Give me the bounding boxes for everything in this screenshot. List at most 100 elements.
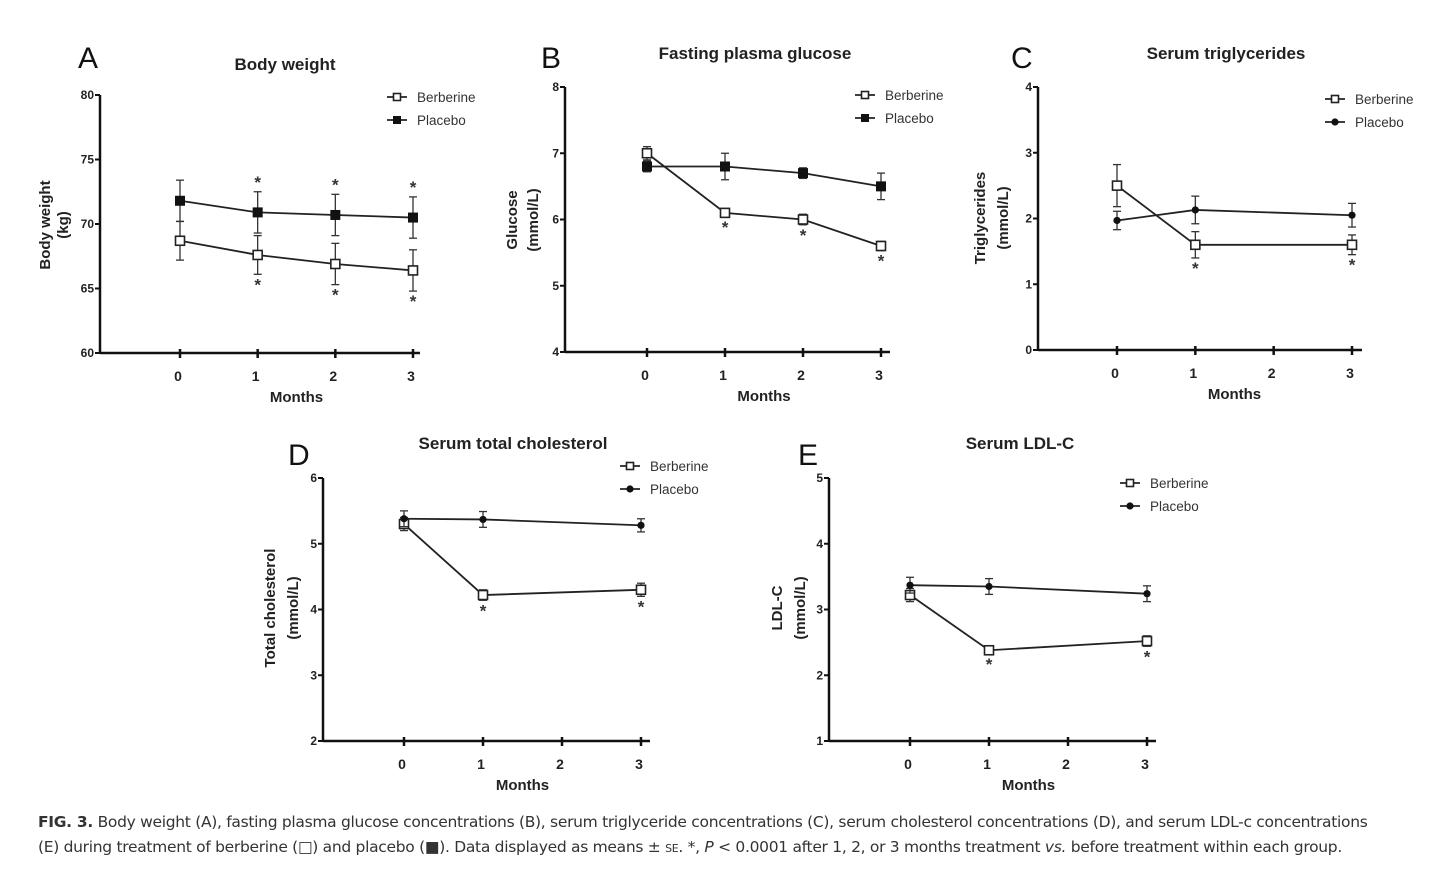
placebo-data-point (1113, 216, 1121, 225)
x-tick-label: 1 (983, 756, 991, 772)
y-axis-label: (mmol/L) (995, 186, 1012, 249)
x-axis-label: Months (1002, 777, 1055, 794)
berberine-data-point (174, 235, 186, 247)
berberine-data-point (1111, 180, 1123, 191)
x-tick-label: 2 (1268, 365, 1276, 381)
significance-star: * (332, 286, 339, 305)
placebo-data-point (720, 161, 730, 172)
y-tick-label: 0 (1025, 343, 1032, 357)
panel-letter: D (288, 439, 310, 472)
berberine-data-point (407, 265, 419, 276)
placebo-data-point (1191, 206, 1199, 214)
y-tick-label: 4 (1025, 80, 1032, 94)
berberine-data-point (635, 584, 647, 596)
legend-marker-placebo (1126, 502, 1134, 510)
x-tick-label: 1 (477, 756, 485, 772)
placebo-data-point (175, 195, 185, 206)
x-tick-label: 0 (398, 756, 406, 772)
y-tick-label: 3 (310, 668, 317, 682)
y-tick-label: 1 (1025, 277, 1032, 291)
berberine-data-point (797, 214, 809, 225)
y-axis-label: (mmol/L) (285, 576, 302, 639)
significance-star: * (254, 173, 261, 192)
y-tick-label: 6 (310, 471, 317, 485)
significance-star: * (986, 655, 993, 674)
x-tick-label: 1 (1189, 365, 1197, 381)
caption-p: P (704, 838, 714, 856)
y-tick-label: 5 (310, 537, 317, 551)
x-tick-label: 0 (904, 756, 912, 772)
y-tick-label: 5 (816, 471, 823, 485)
berberine-data-point (1346, 239, 1358, 251)
y-axis-label: Triglycerides (972, 172, 989, 265)
chart-title: Fasting plasma glucose (659, 44, 852, 63)
placebo-data-point (252, 207, 263, 218)
caption-text: ). Data displayed as means ± (439, 838, 666, 856)
x-tick-label: 3 (407, 368, 415, 384)
chart-title: Body weight (234, 55, 335, 74)
x-axis-label: Months (1208, 386, 1261, 403)
y-axis-label: (mmol/L) (525, 188, 542, 251)
y-tick-label: 2 (1025, 212, 1032, 226)
open-square-symbol: □ (297, 838, 313, 856)
placebo-data-point (330, 209, 341, 220)
significance-star: * (1192, 259, 1199, 278)
berberine-data-point (641, 147, 653, 159)
y-tick-label: 1 (816, 734, 823, 748)
legend-marker-berberine (625, 461, 635, 471)
placebo-data-point (408, 212, 418, 223)
berberine-series-line (403, 523, 642, 596)
legend-label-berberine: Berberine (1355, 92, 1414, 107)
x-tick-label: 3 (1141, 756, 1149, 772)
x-axis-label: Months (270, 389, 323, 406)
y-tick-label: 6 (552, 213, 559, 227)
x-tick-label: 1 (719, 367, 727, 383)
legend-label-placebo: Placebo (1150, 499, 1199, 514)
legend-label-berberine: Berberine (417, 90, 476, 105)
chart-title: Serum triglycerides (1147, 44, 1306, 63)
filled-square-symbol: ■ (424, 838, 440, 856)
berberine-data-point (983, 644, 995, 656)
y-tick-label: 75 (81, 153, 95, 167)
placebo-data-point (642, 161, 652, 172)
placebo-data-point (985, 582, 993, 591)
y-axis-label: (kg) (55, 211, 72, 239)
x-tick-label: 2 (797, 367, 805, 383)
y-tick-label: 2 (310, 734, 317, 748)
x-tick-label: 0 (1111, 365, 1119, 381)
legend-label-berberine: Berberine (1150, 476, 1209, 491)
caption-text: Body weight (A), fasting plasma glucose … (38, 813, 1368, 856)
placebo-series-line (179, 199, 414, 219)
y-tick-label: 3 (816, 603, 823, 617)
y-tick-label: 3 (1025, 146, 1032, 160)
placebo-series-line (403, 517, 642, 527)
panel-letter: C (1011, 42, 1033, 75)
significance-star: * (1144, 647, 1151, 666)
berberine-data-point (1190, 239, 1201, 251)
chart-title: Serum total cholesterol (419, 434, 608, 453)
significance-star: * (480, 601, 487, 620)
figure-caption: FIG. 3. Body weight (A), fasting plasma … (38, 810, 1368, 861)
y-axis-label: Body weight (37, 180, 54, 269)
caption-label: FIG. 3. (38, 813, 93, 831)
y-tick-label: 8 (552, 80, 559, 94)
legend-marker-berberine (860, 90, 870, 100)
significance-star: * (332, 175, 339, 194)
x-tick-label: 3 (1346, 365, 1354, 381)
legend-label-placebo: Placebo (650, 482, 699, 497)
caption-text: . *, (678, 838, 705, 856)
x-axis-label: Months (496, 777, 549, 794)
significance-star: * (1349, 256, 1356, 275)
berberine-data-point (477, 589, 489, 601)
y-axis-label: (mmol/L) (792, 576, 809, 639)
caption-text: ) and placebo ( (312, 838, 425, 856)
legend-marker-berberine (1125, 478, 1135, 488)
panel-letter: E (798, 439, 818, 472)
panel-letter: A (78, 42, 98, 75)
legend-label-placebo: Placebo (417, 113, 466, 128)
placebo-data-point (637, 521, 645, 529)
caption-text: < 0.0001 after 1, 2, or 3 months treatme… (713, 838, 1045, 856)
placebo-data-point (1348, 211, 1356, 219)
significance-star: * (410, 178, 417, 197)
